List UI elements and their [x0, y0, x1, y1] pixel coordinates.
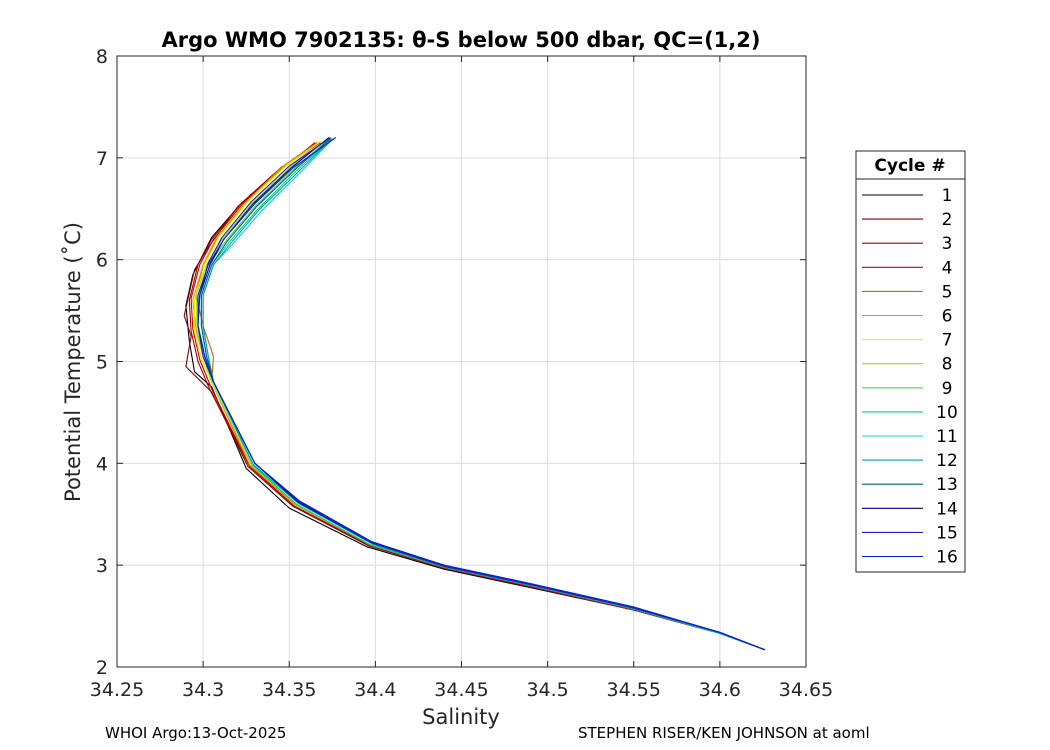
y-tick-label: 3 [96, 555, 108, 577]
legend-label-cycle-16: 16 [936, 548, 958, 568]
legend-label-cycle-1: 1 [942, 186, 953, 206]
legend-label-cycle-9: 9 [942, 379, 953, 399]
legend-label-cycle-2: 2 [942, 210, 953, 230]
legend-label-cycle-13: 13 [936, 475, 958, 495]
footer-left: WHOI Argo:13-Oct-2025 [105, 724, 287, 742]
footer-right: STEPHEN RISER/KEN JOHNSON at aoml [578, 724, 870, 742]
y-tick-label: 6 [96, 250, 108, 272]
y-tick-label: 5 [96, 352, 108, 374]
series-line-cycle-4 [190, 142, 765, 651]
legend-label-cycle-7: 7 [942, 331, 953, 351]
y-tick-label: 2 [96, 657, 108, 679]
legend-label-cycle-11: 11 [936, 427, 958, 447]
legend-label-cycle-6: 6 [942, 307, 953, 327]
legend-label-cycle-15: 15 [936, 523, 958, 543]
chart-title: Argo WMO 7902135: θ-S below 500 dbar, QC… [162, 28, 761, 52]
y-tick-label: 8 [96, 46, 108, 68]
x-axis-label: Salinity [422, 705, 500, 729]
legend-label-cycle-8: 8 [942, 355, 953, 375]
y-tick-label: 7 [96, 148, 108, 170]
legend-label-cycle-14: 14 [936, 499, 958, 519]
x-tick-label: 34.35 [262, 679, 316, 701]
x-tick-label: 34.45 [434, 679, 488, 701]
series-lines [183, 137, 765, 651]
series-line-cycle-16 [197, 137, 765, 651]
x-tick-label: 34.5 [526, 679, 568, 701]
legend-title: Cycle # [874, 156, 945, 176]
legend-label-cycle-12: 12 [936, 451, 958, 471]
x-tick-label: 34.55 [607, 679, 661, 701]
legend-label-cycle-5: 5 [942, 282, 953, 302]
legend-label-cycle-3: 3 [942, 234, 953, 254]
axis-ticks: 34.25 34.3 34.35 34.4 34.45 34.5 34.55 34.6 34.6… [90, 46, 833, 701]
y-axis-label: Potential Temperature (˚C) [61, 222, 85, 502]
legend-box [855, 150, 966, 573]
series-line-cycle-1 [185, 142, 765, 651]
x-tick-label: 34.65 [779, 679, 833, 701]
x-tick-label: 34.6 [699, 679, 741, 701]
y-tick-label: 4 [96, 453, 108, 475]
x-tick-label: 34.4 [354, 679, 396, 701]
legend-label-cycle-10: 10 [936, 403, 958, 423]
x-tick-label: 34.25 [90, 679, 144, 701]
x-tick-label: 34.3 [182, 679, 224, 701]
legend-label-cycle-4: 4 [942, 258, 953, 278]
